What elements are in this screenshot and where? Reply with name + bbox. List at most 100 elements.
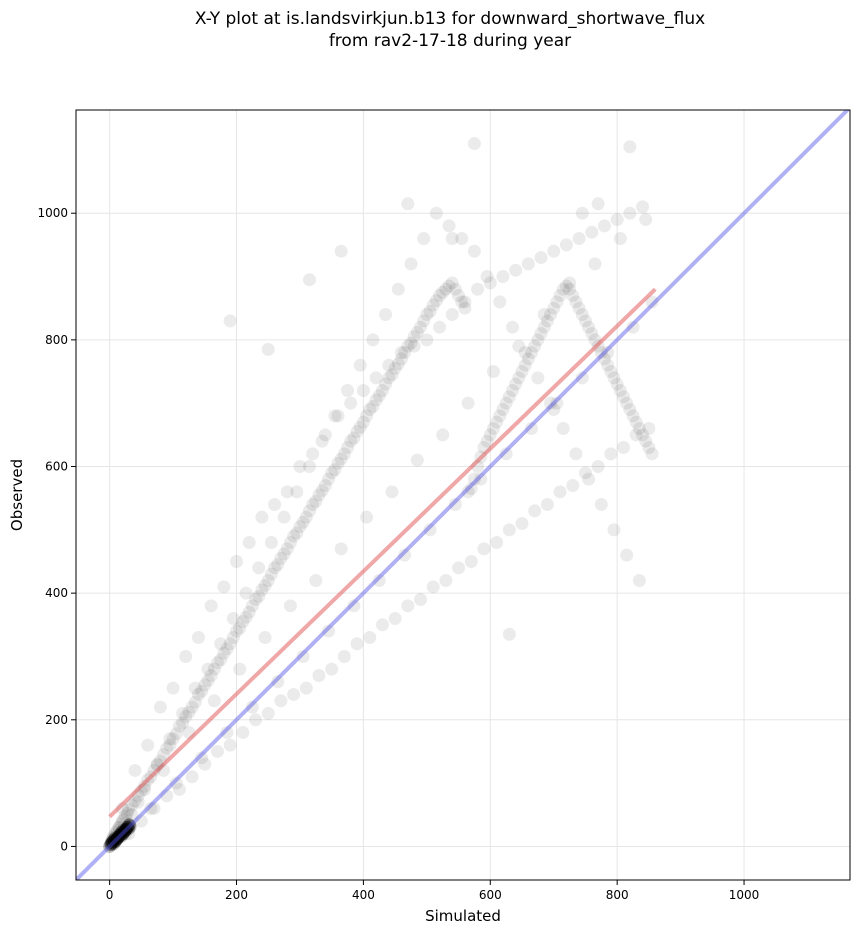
data-point (547, 244, 561, 258)
data-point (582, 472, 596, 486)
data-point (540, 314, 554, 328)
data-point (108, 834, 122, 848)
data-point (582, 320, 596, 334)
data-point (207, 662, 221, 676)
data-point (617, 441, 631, 455)
data-point (467, 137, 481, 151)
data-point (109, 826, 123, 840)
data-point (104, 836, 118, 850)
x-tick-label: 1000 (729, 888, 760, 902)
data-point (426, 580, 440, 594)
data-point (433, 289, 447, 303)
data-point (642, 422, 656, 436)
data-point (594, 346, 608, 360)
data-point (334, 452, 348, 466)
data-point (112, 820, 126, 834)
data-point (521, 257, 535, 271)
data-point (226, 630, 240, 644)
data-point (188, 695, 202, 709)
x-tick-label: 800 (606, 888, 629, 902)
data-point (588, 257, 602, 271)
data-point (410, 325, 424, 339)
data-point (169, 727, 183, 741)
data-point (322, 472, 336, 486)
data-point (223, 637, 237, 651)
data-point (112, 830, 126, 844)
data-point (245, 700, 259, 714)
data-point (569, 295, 583, 309)
data-point (105, 836, 119, 850)
data-point (604, 365, 618, 379)
data-point (117, 813, 131, 827)
data-point (120, 807, 134, 821)
data-point (464, 554, 478, 568)
x-tick-label: 400 (352, 888, 375, 902)
data-point (233, 621, 247, 635)
data-point (578, 466, 592, 480)
data-point (201, 662, 215, 676)
data-point (528, 339, 542, 353)
data-point (563, 276, 577, 290)
data-point (547, 403, 561, 417)
data-point (569, 447, 583, 461)
data-point (131, 795, 145, 809)
data-point (191, 630, 205, 644)
data-point (337, 649, 351, 663)
data-point (185, 700, 199, 714)
x-axis-label: Simulated (425, 907, 501, 925)
data-point (109, 833, 123, 847)
data-point (636, 200, 650, 214)
data-point (366, 399, 380, 413)
data-point (398, 548, 412, 562)
data-point (268, 561, 282, 575)
data-point (518, 358, 532, 372)
data-point (591, 197, 605, 211)
data-point (420, 333, 434, 347)
data-point (309, 494, 323, 508)
data-point (169, 776, 183, 790)
data-point (116, 823, 130, 837)
data-point (214, 637, 228, 651)
data-point (116, 827, 130, 841)
data-point (480, 270, 494, 284)
y-tick-label: 200 (45, 713, 68, 727)
data-point (309, 573, 323, 587)
data-point (471, 282, 485, 296)
data-point (499, 447, 513, 461)
data-point (455, 295, 469, 309)
data-point (328, 409, 342, 423)
data-point (505, 320, 519, 334)
data-point (585, 225, 599, 239)
data-point (518, 346, 532, 360)
data-point (258, 630, 272, 644)
data-point (353, 420, 367, 434)
data-point (452, 561, 466, 575)
data-point (572, 232, 586, 246)
data-point (252, 561, 266, 575)
y-tick-label: 0 (60, 839, 68, 853)
data-point (176, 716, 190, 730)
data-point (350, 425, 364, 439)
data-point (280, 542, 294, 556)
data-point (404, 336, 418, 350)
data-point (464, 482, 478, 496)
data-point (556, 422, 570, 436)
data-point (544, 396, 558, 410)
data-point (223, 314, 237, 328)
data-point (160, 741, 174, 755)
data-point (493, 409, 507, 423)
data-point (302, 460, 316, 474)
data-point (347, 431, 361, 445)
data-point (394, 346, 408, 360)
data-point (120, 821, 134, 835)
data-point (521, 352, 535, 366)
data-point (553, 289, 567, 303)
data-point (461, 485, 475, 499)
data-point (125, 808, 139, 822)
data-point (578, 314, 592, 328)
data-point (198, 678, 212, 692)
data-point (103, 839, 117, 853)
data-point (147, 763, 161, 777)
data-point (540, 497, 554, 511)
data-point (429, 294, 443, 308)
